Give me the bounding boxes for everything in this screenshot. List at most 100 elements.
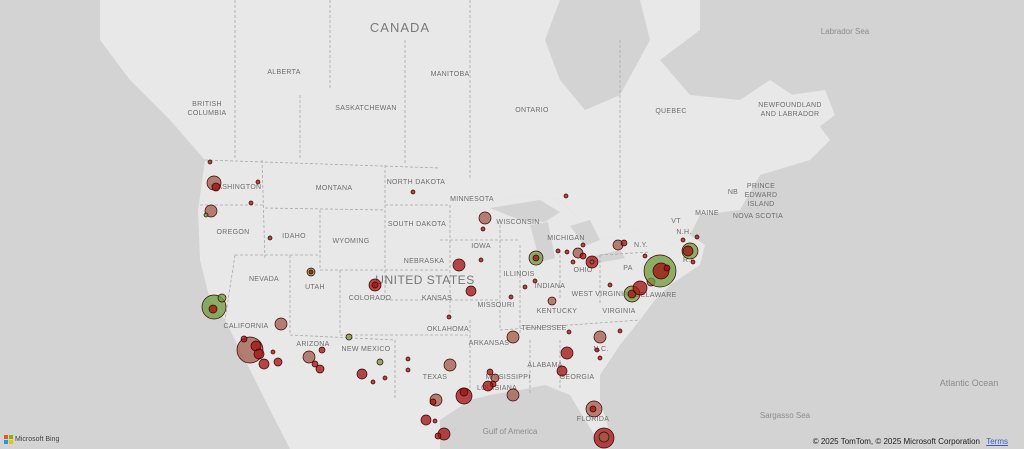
map-bubble[interactable] <box>560 346 574 360</box>
copyright-text: © 2025 TomTom, © 2025 Microsoft Corporat… <box>812 437 980 446</box>
map-bubble[interactable] <box>532 278 538 284</box>
map-bubble[interactable] <box>248 200 254 206</box>
map-bubble[interactable] <box>459 387 469 397</box>
map-bubble[interactable] <box>432 418 438 424</box>
map-bubble[interactable] <box>486 368 494 376</box>
map-bubble[interactable] <box>410 189 416 195</box>
map-bubble[interactable] <box>589 259 595 265</box>
water-label-sargasso-sea: Sargasso Sea <box>760 411 811 420</box>
water-label-gulf-of-america: Gulf of America <box>483 427 538 436</box>
country-label-united-states: UNITED STATES <box>375 273 474 287</box>
map-bubble[interactable] <box>203 212 209 218</box>
map-bubble[interactable] <box>253 348 265 360</box>
map-bubble[interactable] <box>694 234 700 240</box>
map-bubble[interactable] <box>632 280 648 296</box>
map-bubble[interactable] <box>478 211 492 225</box>
map-bubble[interactable] <box>356 368 368 380</box>
region-label-new-mexico: NEW MEXICO <box>342 346 391 353</box>
terms-link[interactable]: Terms <box>986 437 1008 446</box>
map-bubble[interactable] <box>311 360 319 368</box>
map-bubble[interactable] <box>480 226 486 232</box>
map-bubble[interactable] <box>405 356 411 362</box>
map-bubble[interactable] <box>690 259 696 265</box>
map-bubble[interactable] <box>580 242 586 248</box>
map-bubble[interactable] <box>211 182 221 192</box>
map-bubble[interactable] <box>663 264 671 272</box>
map-bubble[interactable] <box>240 335 248 343</box>
map-bubble[interactable] <box>579 252 587 260</box>
map-bubble[interactable] <box>376 358 384 366</box>
map-bubble[interactable] <box>315 364 325 374</box>
map-bubble[interactable] <box>217 293 227 303</box>
map-bubble[interactable] <box>597 355 603 361</box>
map-bubble[interactable] <box>607 282 613 288</box>
map-bubble[interactable] <box>273 357 283 367</box>
map-bubble[interactable] <box>208 304 218 314</box>
great-lakes <box>490 200 625 264</box>
map-bubble[interactable] <box>547 296 557 306</box>
map-bubble[interactable] <box>564 249 570 255</box>
map-bubble[interactable] <box>446 314 452 320</box>
map-bubble[interactable] <box>556 365 568 377</box>
map-bubble[interactable] <box>434 432 442 440</box>
map-bubble[interactable] <box>207 159 213 165</box>
map-bubble[interactable] <box>452 258 466 272</box>
map-bubble[interactable] <box>680 237 686 243</box>
map-bubble[interactable] <box>345 333 353 341</box>
map-bubble[interactable] <box>255 179 261 185</box>
map-bubble[interactable] <box>593 330 607 344</box>
map-bubble[interactable] <box>420 414 432 426</box>
map-bubble[interactable] <box>478 257 484 263</box>
map-bubble[interactable] <box>570 259 576 265</box>
map-bubble[interactable] <box>682 245 694 257</box>
region-label-n-y: N.Y. <box>634 242 648 249</box>
map-bubble[interactable] <box>318 346 326 354</box>
region-label-arizona: ARIZONA <box>296 341 329 348</box>
region-label-california: CALIFORNIA <box>223 323 268 330</box>
map-bubble[interactable] <box>482 380 494 392</box>
map-bubble[interactable] <box>563 193 569 199</box>
map-bubble[interactable] <box>443 358 457 372</box>
map-bubble[interactable] <box>566 329 572 335</box>
map-bubble[interactable] <box>620 239 628 247</box>
map-bubble[interactable] <box>429 398 437 406</box>
map-footer: © 2025 TomTom, © 2025 Microsoft Corporat… <box>813 437 1008 446</box>
map-bubble[interactable] <box>506 330 520 344</box>
map-bubble[interactable] <box>270 349 276 355</box>
map-bubble[interactable] <box>532 254 540 262</box>
map-bubble[interactable] <box>308 269 314 275</box>
map-bubble[interactable] <box>594 347 600 353</box>
map-bubble[interactable] <box>465 285 477 297</box>
bing-attribution: Microsoft Bing <box>4 435 59 444</box>
map-bubble[interactable] <box>508 294 514 300</box>
map-bubble[interactable] <box>598 431 610 443</box>
map-bubble[interactable] <box>267 235 273 241</box>
map-bubble[interactable] <box>302 350 316 364</box>
map-bubble[interactable] <box>617 328 623 334</box>
region-label-washington: WASHINGTON <box>211 184 262 191</box>
map-bubble[interactable] <box>371 281 379 289</box>
data-bubbles[interactable] <box>201 159 700 449</box>
region-label-oregon: OREGON <box>217 229 250 236</box>
map-bubble[interactable] <box>258 358 270 370</box>
region-label-virginia: VIRGINIA <box>602 308 635 315</box>
map-bubble[interactable] <box>370 379 376 385</box>
map-bubble[interactable] <box>642 253 648 259</box>
map-bubble[interactable] <box>589 405 597 413</box>
water-labels: Labrador Sea Atlantic Ocean Sargasso Sea Gu… <box>483 27 999 436</box>
map-bubble[interactable] <box>555 248 561 254</box>
region-label-vt: VT <box>671 218 681 225</box>
map-bubble[interactable] <box>405 367 411 373</box>
map-bubble[interactable] <box>506 388 520 402</box>
region-label-nova-scotia: NOVA SCOTIA <box>733 213 783 220</box>
map-bubble[interactable] <box>522 284 528 290</box>
region-label-pa: PA <box>623 265 632 272</box>
map-bubble[interactable] <box>382 375 388 381</box>
region-label-iowa: IOWA <box>471 243 491 250</box>
region-label-illinois: ILLINOIS <box>503 271 534 278</box>
mexico-landmass <box>240 350 400 449</box>
region-label-wisconsin: WISCONSIN <box>496 219 539 226</box>
map-bubble[interactable] <box>274 317 288 331</box>
